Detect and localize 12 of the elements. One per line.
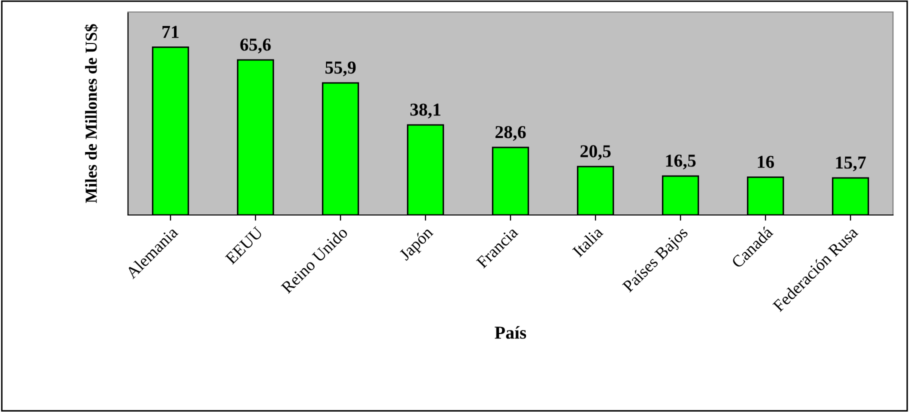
data-label: 55,9 xyxy=(325,62,356,76)
y-axis-title: Miles de Millones de US$ xyxy=(84,24,98,204)
data-label: 28,6 xyxy=(495,126,526,141)
data-label: 71 xyxy=(162,26,179,38)
data-label: 16,5 xyxy=(666,154,696,170)
data-label: 15,7 xyxy=(836,156,866,172)
data-label: 20,5 xyxy=(580,145,611,160)
data-label: 38,1 xyxy=(410,104,440,118)
x-axis-title: País xyxy=(494,326,526,339)
data-label: 65,6 xyxy=(240,38,271,54)
data-label: 16 xyxy=(758,156,774,168)
x-tick-label: Italia xyxy=(572,226,604,258)
